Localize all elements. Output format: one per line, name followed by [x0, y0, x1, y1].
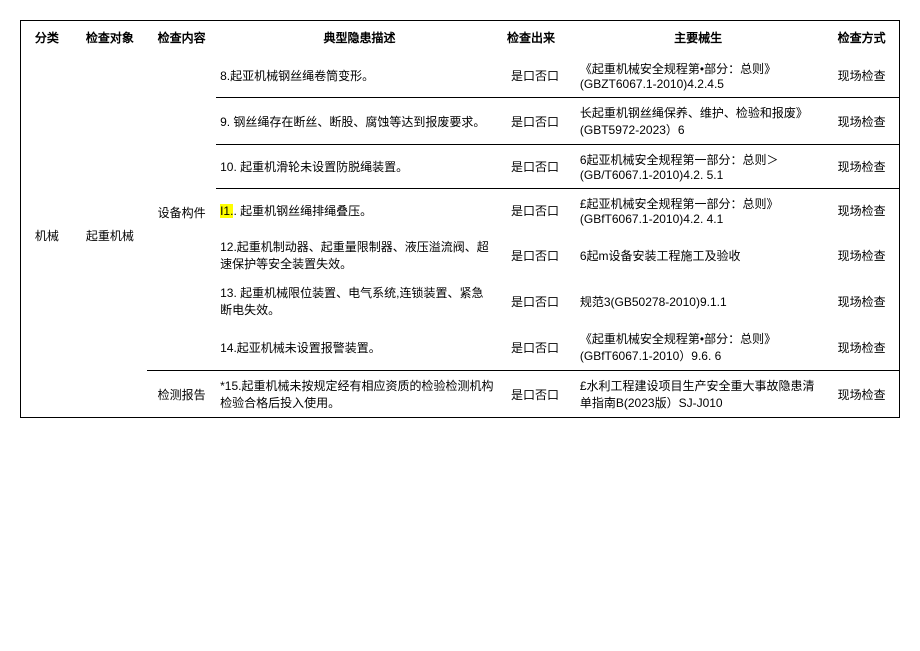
basis-cell: 《起重机械安全规程第•部分：总则》(GBfT6067.1-2010）9.6. 6	[572, 324, 824, 371]
header-result: 检查出来	[503, 21, 572, 54]
method-cell: 现场检查	[824, 98, 899, 145]
table-row: 机械 起重机械 设备构件 8.起亚机械钢丝绳卷筒变形。 是口否口 《起重机械安全…	[21, 54, 899, 98]
result-cell: 是口否口	[503, 371, 572, 418]
result-cell: 是口否口	[503, 232, 572, 278]
object-cell: 起重机械	[73, 54, 148, 417]
desc-cell: 14.起亚机械未设置报警装置。	[216, 324, 503, 371]
header-method: 检查方式	[824, 21, 899, 54]
header-row: 分类 检查对象 检查内容 典型隐患描述 检查出来 主要械生 检查方式	[21, 21, 899, 54]
method-cell: 现场检查	[824, 371, 899, 418]
method-cell: 现场检查	[824, 145, 899, 189]
desc-cell: I1.. 起重机钢丝绳排绳叠压。	[216, 189, 503, 233]
header-category: 分类	[21, 21, 73, 54]
desc-cell: 10. 起重机滑轮未设置防脱绳装置。	[216, 145, 503, 189]
basis-cell: £水利工程建设项目生产安全重大事故隐患清单指南B(2023版）SJ-J010	[572, 371, 824, 418]
highlight-text: I1.	[220, 204, 233, 218]
header-desc: 典型隐患描述	[216, 21, 503, 54]
basis-cell: 规范3(GB50278-2010)9.1.1	[572, 278, 824, 324]
basis-cell: 长起重机钢丝绳保养、维护、检验和报废》(GBT5972-2023）6	[572, 98, 824, 145]
desc-cell: 8.起亚机械钢丝绳卷筒变形。	[216, 54, 503, 98]
content-cell-1: 设备构件	[147, 54, 216, 371]
result-cell: 是口否口	[503, 54, 572, 98]
basis-cell: 6起m设备安装工程施工及验收	[572, 232, 824, 278]
header-content: 检查内容	[147, 21, 216, 54]
method-cell: 现场检查	[824, 54, 899, 98]
method-cell: 现场检查	[824, 278, 899, 324]
desc-cell: 9. 钢丝绳存在断丝、断股、腐蚀等达到报废要求。	[216, 98, 503, 145]
desc-post: . 起重机钢丝绳排绳叠压。	[233, 204, 372, 218]
basis-cell: 6起亚机械安全规程第一部分：总则＞(GB/T6067.1-2010)4.2. 5…	[572, 145, 824, 189]
method-cell: 现场检查	[824, 189, 899, 233]
method-cell: 现场检查	[824, 232, 899, 278]
result-cell: 是口否口	[503, 145, 572, 189]
method-cell: 现场检查	[824, 324, 899, 371]
header-object: 检查对象	[73, 21, 148, 54]
result-cell: 是口否口	[503, 98, 572, 145]
desc-cell: 12.起重机制动器、起重量限制器、液压溢流阀、超速保护等安全装置失效。	[216, 232, 503, 278]
desc-cell: 13. 起重机械限位装置、电气系统,连锁装置、紧急断电失效。	[216, 278, 503, 324]
inspection-table: 分类 检查对象 检查内容 典型隐患描述 检查出来 主要械生 检查方式 机械 起重…	[21, 21, 899, 417]
result-cell: 是口否口	[503, 278, 572, 324]
result-cell: 是口否口	[503, 324, 572, 371]
inspection-table-wrapper: 分类 检查对象 检查内容 典型隐患描述 检查出来 主要械生 检查方式 机械 起重…	[20, 20, 900, 418]
header-basis: 主要械生	[572, 21, 824, 54]
desc-cell: *15.起重机械未按规定经有相应资质的检验检测机构检验合格后投入使用。	[216, 371, 503, 418]
table-row: 检测报告 *15.起重机械未按规定经有相应资质的检验检测机构检验合格后投入使用。…	[21, 371, 899, 418]
content-cell-2: 检测报告	[147, 371, 216, 418]
basis-cell: 《起重机械安全规程第•部分：总则》(GBZT6067.1-2010)4.2.4.…	[572, 54, 824, 98]
category-cell: 机械	[21, 54, 73, 417]
result-cell: 是口否口	[503, 189, 572, 233]
basis-cell: £起亚机械安全规程第一部分：总则》(GBfT6067.1-2010)4.2. 4…	[572, 189, 824, 233]
